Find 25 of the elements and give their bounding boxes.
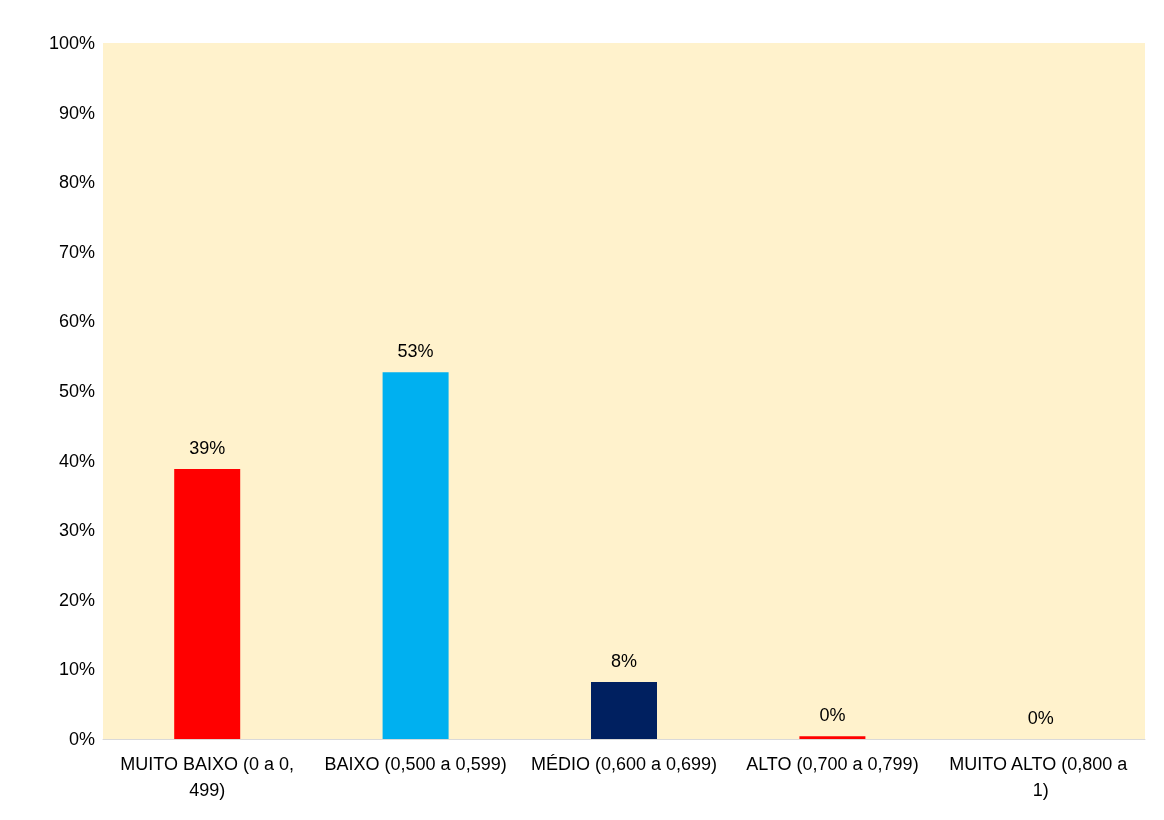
y-tick-label: 100% <box>48 33 95 53</box>
y-tick-label: 20% <box>58 589 95 610</box>
bar <box>591 681 657 739</box>
y-tick-label: 60% <box>58 311 95 332</box>
y-tick-label: 40% <box>58 450 95 471</box>
data-label: 8% <box>610 650 638 671</box>
bar <box>382 372 449 739</box>
y-tick-label: 10% <box>58 659 95 680</box>
y-tick-label: 30% <box>58 520 95 541</box>
x-tick-label: MUITO BAIXO (0 a 0,499) <box>120 754 295 800</box>
x-tick-label: ALTO (0,700 a 0,799) <box>746 754 919 774</box>
data-label: 0% <box>1027 708 1054 728</box>
x-tick-label: BAIXO (0,500 a 0,599) <box>324 754 507 774</box>
data-label: 0% <box>819 705 846 726</box>
y-tick-label: 80% <box>58 172 95 193</box>
data-label: 53% <box>397 341 434 362</box>
bar <box>799 736 866 739</box>
y-tick-label: 70% <box>58 241 95 262</box>
x-tick-label: MÉDIO (0,600 a 0,699) <box>530 754 718 774</box>
y-tick-label: 50% <box>58 381 95 401</box>
y-tick-label: 0% <box>68 729 95 749</box>
data-label: 39% <box>189 437 226 458</box>
x-tick-label: MUITO ALTO (0,800 a 1) <box>949 754 1133 800</box>
bar <box>174 468 241 739</box>
y-tick-label: 90% <box>58 102 95 123</box>
